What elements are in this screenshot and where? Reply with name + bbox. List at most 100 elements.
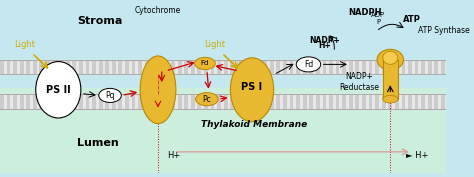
Bar [158, 95, 162, 109]
Bar [237, 95, 241, 109]
Bar [383, 60, 398, 99]
Text: PS I: PS I [241, 82, 263, 92]
Bar [323, 95, 326, 109]
Text: Fd: Fd [304, 60, 313, 69]
Text: H+: H+ [318, 41, 331, 50]
Bar [0, 60, 4, 74]
Bar [191, 60, 195, 74]
Bar [283, 60, 287, 74]
Ellipse shape [195, 57, 215, 70]
Bar [99, 60, 102, 74]
Ellipse shape [196, 93, 218, 106]
Bar [132, 95, 136, 109]
Bar [264, 95, 267, 109]
Bar [329, 95, 333, 109]
Bar [244, 60, 247, 74]
Bar [53, 95, 56, 109]
Bar [7, 95, 10, 109]
Bar [336, 95, 339, 109]
Bar [237, 60, 241, 74]
Bar [395, 95, 399, 109]
Bar [198, 60, 201, 74]
Text: Light: Light [14, 41, 35, 49]
Bar [224, 60, 228, 74]
Bar [59, 95, 63, 109]
Bar [46, 95, 50, 109]
Bar [132, 60, 136, 74]
Bar [415, 95, 419, 109]
Bar [230, 60, 234, 74]
Bar [204, 95, 208, 109]
Bar [329, 60, 333, 74]
Bar [428, 95, 432, 109]
Bar [86, 60, 89, 74]
Bar [105, 60, 109, 74]
Bar [349, 95, 353, 109]
Bar [435, 95, 438, 109]
Bar [283, 95, 287, 109]
Bar [421, 60, 425, 74]
Bar [13, 95, 17, 109]
Bar [105, 95, 109, 109]
Ellipse shape [230, 58, 273, 122]
Bar [369, 95, 373, 109]
Bar [92, 95, 96, 109]
Bar [388, 60, 392, 74]
Bar [13, 60, 17, 74]
Bar [217, 60, 221, 74]
Bar [112, 95, 116, 109]
Bar [145, 95, 148, 109]
Bar [27, 95, 30, 109]
Bar [27, 60, 30, 74]
Bar [356, 95, 359, 109]
Bar [316, 60, 320, 74]
Bar [310, 95, 313, 109]
Bar [33, 60, 36, 74]
Text: NADP+
Reductase: NADP+ Reductase [339, 72, 379, 92]
Text: Light: Light [204, 41, 225, 49]
Bar [362, 60, 366, 74]
Ellipse shape [36, 62, 81, 118]
Bar [296, 60, 300, 74]
Ellipse shape [296, 57, 321, 72]
Bar [0, 95, 4, 109]
Text: Stroma: Stroma [77, 16, 122, 26]
Bar [164, 95, 168, 109]
Text: PS II: PS II [46, 85, 71, 95]
Bar [428, 60, 432, 74]
Bar [421, 95, 425, 109]
Bar [20, 60, 24, 74]
Bar [250, 95, 254, 109]
Bar [230, 95, 234, 109]
Text: Pc: Pc [202, 95, 211, 104]
Text: NADPH: NADPH [348, 8, 382, 16]
Bar [316, 95, 320, 109]
Bar [178, 95, 182, 109]
Bar [53, 60, 56, 74]
Bar [0, 60, 446, 74]
Bar [20, 95, 24, 109]
Bar [0, 6, 446, 88]
Bar [435, 60, 438, 74]
Bar [441, 95, 445, 109]
Ellipse shape [383, 51, 398, 64]
Bar [73, 60, 76, 74]
Bar [118, 95, 122, 109]
Bar [46, 60, 50, 74]
Bar [138, 60, 142, 74]
Bar [210, 60, 214, 74]
Bar [0, 88, 446, 173]
Bar [303, 95, 307, 109]
Bar [191, 95, 195, 109]
Bar [270, 60, 273, 74]
Bar [375, 60, 379, 74]
Bar [171, 60, 175, 74]
Bar [310, 60, 313, 74]
Bar [395, 60, 399, 74]
Bar [290, 60, 293, 74]
Bar [210, 95, 214, 109]
Bar [257, 95, 261, 109]
Text: Lumen: Lumen [77, 138, 119, 148]
Bar [151, 95, 155, 109]
Bar [369, 60, 373, 74]
